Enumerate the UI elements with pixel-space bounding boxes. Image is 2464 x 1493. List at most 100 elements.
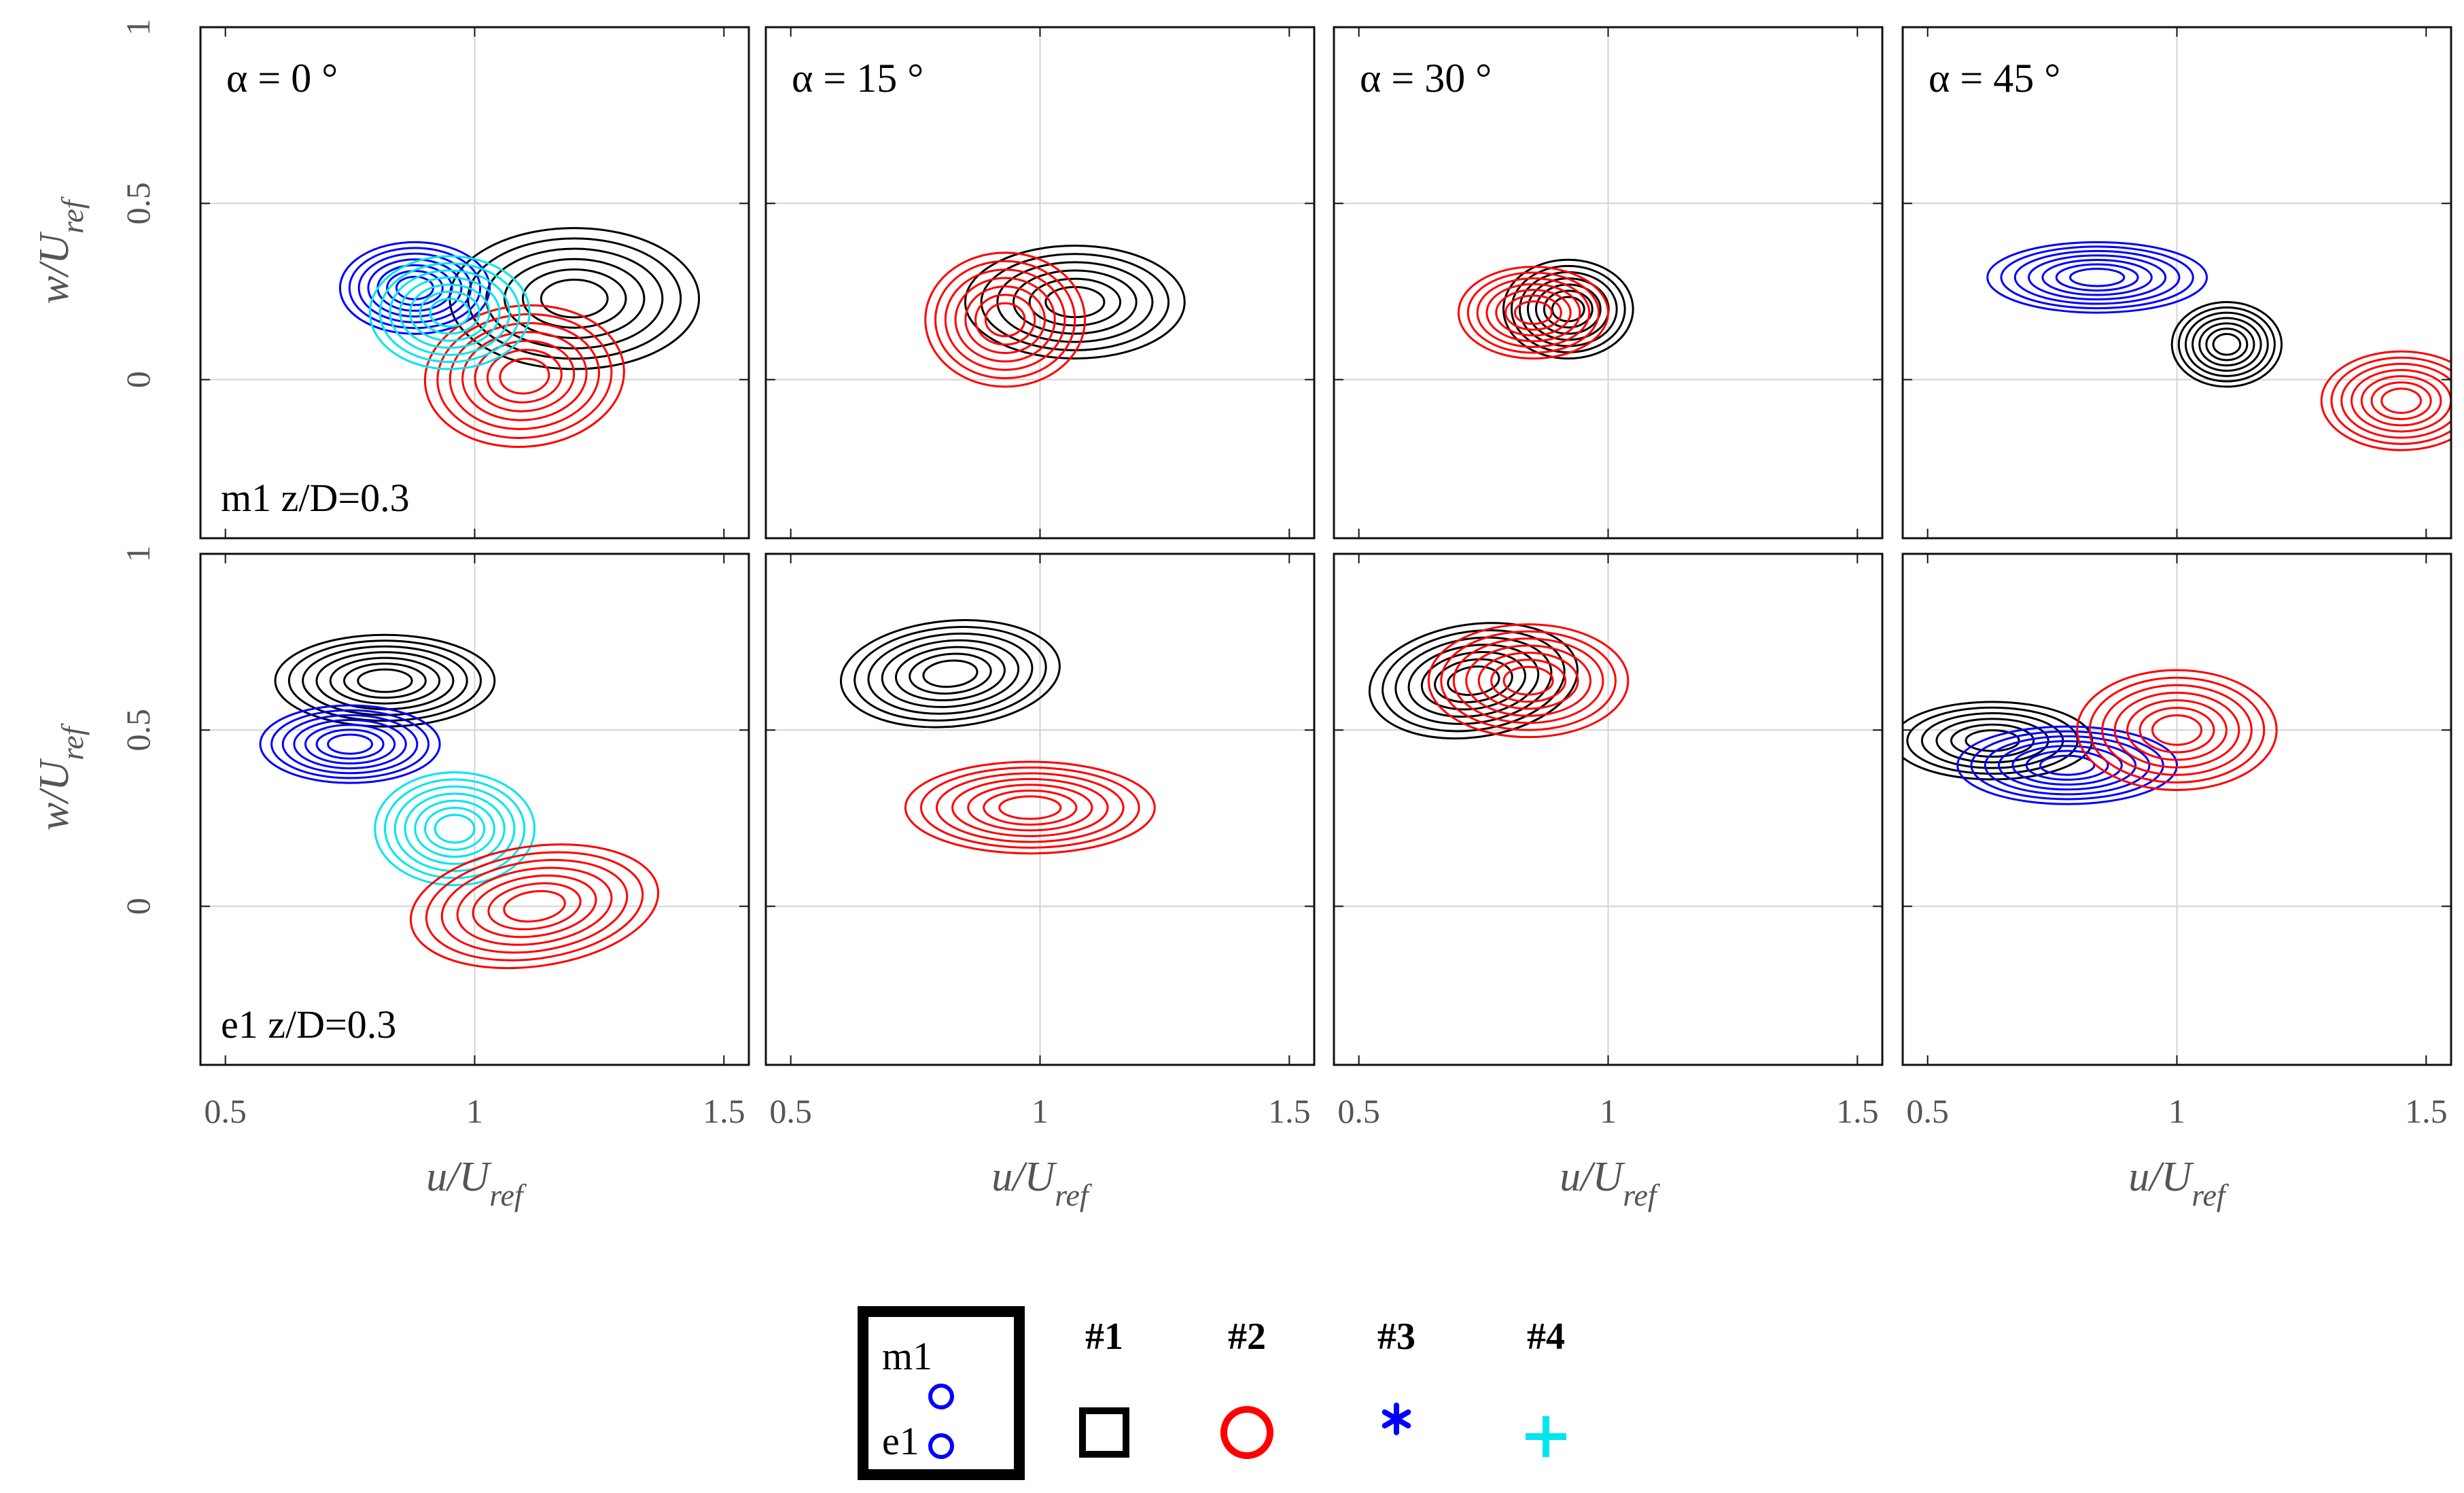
- y-tick-label: 0: [119, 371, 157, 388]
- contour-s3-level-5: [1984, 735, 2151, 796]
- legend: m1 e1 #1 #2 #3 #4: [858, 1306, 1566, 1480]
- contour-s4-level-5: [393, 785, 516, 873]
- contour-s4-level-4: [399, 276, 501, 349]
- contour-s3-level-3: [2041, 258, 2153, 296]
- contour-s3-level-2: [2025, 750, 2109, 781]
- contour-s4-level-2: [424, 807, 486, 851]
- x-tick-label: 1: [1032, 1092, 1049, 1130]
- contour-group: [338, 227, 701, 449]
- legend-plus-marker: [1526, 1416, 1566, 1457]
- contour-s1-level-5: [867, 632, 1034, 715]
- contour-s2-level-3: [967, 784, 1093, 832]
- contour-s2-level-2: [974, 294, 1036, 346]
- contour-s1-level-1: [2212, 332, 2242, 356]
- contour-s2-level-6: [1440, 630, 1617, 731]
- contour-s2-level-5: [944, 268, 1066, 371]
- y-axis-label-main: w/U: [31, 758, 77, 831]
- alpha-label: α = 30 °: [1360, 56, 1492, 101]
- contour-s4-level-5: [389, 269, 511, 356]
- panel-r0-c1: α = 15 °: [764, 26, 1316, 540]
- y-axis-label-sub: ref: [55, 722, 90, 760]
- contour-s1-level-2: [1434, 658, 1513, 703]
- x-axis-label: u/Uref: [426, 1154, 527, 1212]
- contour-s2-level-7: [2320, 350, 2451, 451]
- contour-s4-level-1: [429, 298, 471, 328]
- contour-s2-level-1: [998, 795, 1062, 820]
- contour-s2-level-1: [2151, 714, 2203, 746]
- contour-s4-level-3: [408, 283, 491, 342]
- contour-s1-level-1: [1965, 729, 2020, 752]
- probe-marker-e1: [928, 1433, 954, 1459]
- contour-s4-level-3: [414, 799, 496, 858]
- x-axis-label-sub: ref: [1055, 1178, 1093, 1212]
- panel-r1-c3: [1901, 552, 2452, 1066]
- contour-s1-level-7: [2170, 301, 2283, 388]
- contour-s4-level-6: [379, 262, 521, 364]
- contour-group: [840, 619, 1156, 855]
- contour-s1-level-1: [540, 279, 609, 319]
- contour-s1-level-5: [302, 645, 468, 716]
- contour-s2-level-2: [1490, 658, 1567, 703]
- x-tick-label: 1: [1600, 1092, 1617, 1130]
- contour-s2-level-2: [2370, 381, 2432, 421]
- x-tick-label: 1.5: [2405, 1092, 2448, 1130]
- contour-s1-level-6: [964, 245, 1186, 360]
- contour-s2-level-4: [1485, 283, 1581, 342]
- contour-s3-level-6: [348, 247, 482, 330]
- legend-label: #1: [1085, 1316, 1123, 1358]
- contour-s2-level-5: [440, 859, 629, 954]
- contour-s1-level-6: [2177, 306, 2276, 383]
- contour-s2-level-7: [409, 843, 660, 970]
- alpha-label: α = 15 °: [792, 56, 923, 101]
- contour-s1-level-4: [881, 639, 1020, 708]
- contour-s1-level-1: [922, 659, 979, 688]
- contour-s3-level-6: [270, 709, 430, 779]
- contour-s2-level-2: [487, 882, 582, 930]
- contour-s3-level-1: [327, 733, 374, 755]
- contour-group: [1903, 669, 2278, 805]
- contour-s1-level-3: [329, 656, 441, 705]
- x-axis-label: u/Uref: [1560, 1154, 1661, 1212]
- contour-s2-level-3: [1477, 651, 1579, 710]
- contour-s2-level-4: [461, 331, 588, 421]
- contour-s2-level-3: [964, 285, 1046, 354]
- contour-s2-level-4: [951, 777, 1109, 837]
- contour-s1-level-4: [2192, 317, 2262, 372]
- y-axis-label: w/Uref: [31, 722, 90, 830]
- legend-inset-bottom-label: e1: [882, 1419, 919, 1463]
- contour-s4-level-7: [368, 255, 531, 370]
- legend-label: #2: [1228, 1316, 1266, 1358]
- contour-s2-level-5: [1452, 637, 1604, 724]
- x-axis-label-sub: ref: [1623, 1178, 1661, 1212]
- contour-s3-level-2: [2055, 263, 2139, 292]
- x-axis-label-main: u/U: [1560, 1154, 1625, 1200]
- legend-circle-marker: [1220, 1406, 1273, 1459]
- contour-s2-level-3: [472, 874, 597, 938]
- contour-s2-level-6: [919, 766, 1140, 849]
- probe-marker-m1: [928, 1384, 954, 1409]
- contour-s1-level-2: [1543, 289, 1594, 329]
- contour-s3-level-5: [2013, 249, 2181, 305]
- contour-s3-level-4: [293, 719, 407, 770]
- contour-s1-level-2: [521, 268, 627, 329]
- contour-s2-level-1: [984, 302, 1026, 338]
- contour-s3-level-5: [281, 714, 419, 775]
- contour-group: [1986, 241, 2451, 451]
- contour-s2-level-7: [1427, 623, 1630, 739]
- contour-s2-level-6: [1466, 271, 1600, 354]
- row-label: m1 z/D=0.3: [221, 476, 410, 520]
- contour-s3-level-7: [1956, 725, 2179, 805]
- contour-s3-level-1: [2069, 267, 2126, 287]
- y-tick-label: 0.5: [119, 182, 157, 225]
- contour-s2-level-1: [503, 890, 566, 923]
- legend-inset-frame: [858, 1306, 1025, 1480]
- x-tick-label: 0.5: [769, 1092, 812, 1130]
- x-axis-label: u/Uref: [2128, 1154, 2230, 1212]
- contour-s2-level-2: [2139, 707, 2215, 754]
- y-axis-label: w/Uref: [31, 196, 90, 304]
- x-tick-label: 0.5: [204, 1092, 247, 1130]
- x-tick-label: 1.5: [703, 1092, 745, 1130]
- contour-s1-level-2: [342, 663, 427, 699]
- contour-group: [1368, 622, 1630, 740]
